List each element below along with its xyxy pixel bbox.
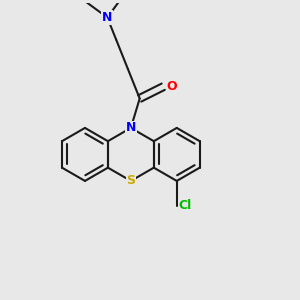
Text: N: N xyxy=(102,11,112,24)
Text: S: S xyxy=(126,174,135,188)
Text: O: O xyxy=(166,80,177,93)
Text: Cl: Cl xyxy=(178,200,191,212)
Text: N: N xyxy=(126,122,136,134)
